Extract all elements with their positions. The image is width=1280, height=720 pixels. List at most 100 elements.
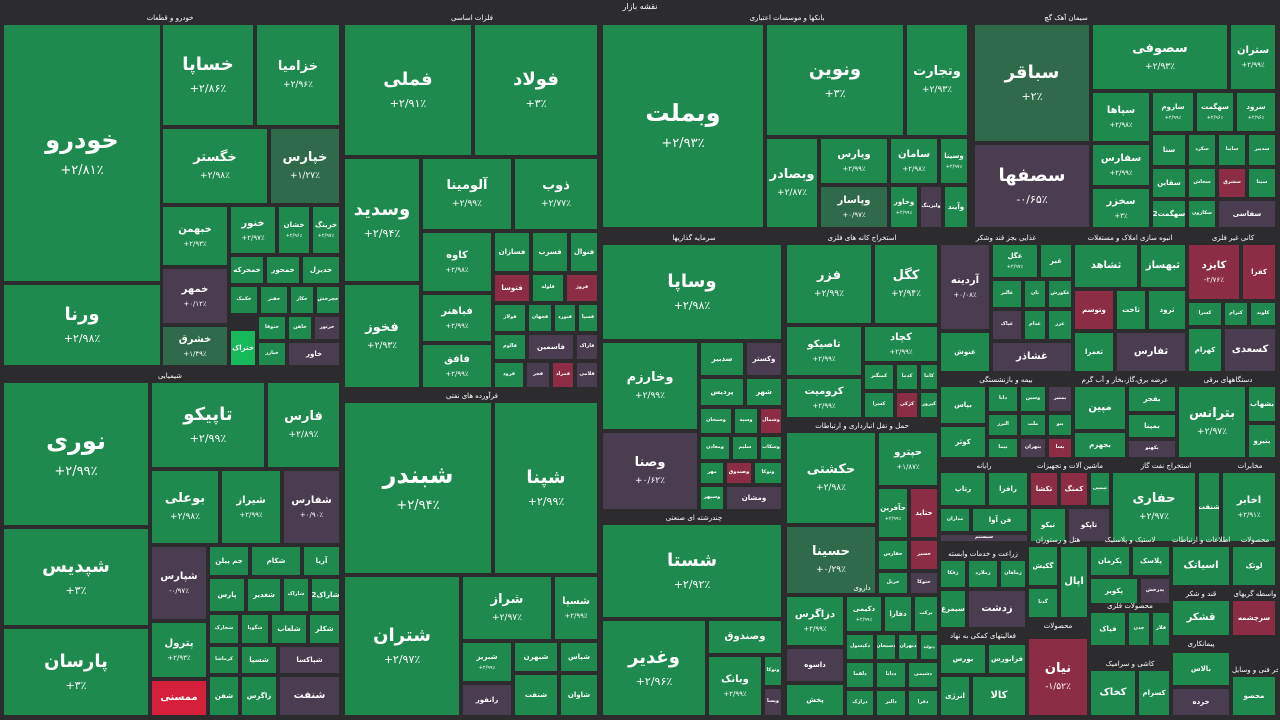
stock-tile[interactable]: تپمپی: [1090, 472, 1110, 506]
stock-tile[interactable]: سقاین: [1152, 168, 1186, 198]
stock-tile[interactable]: حتاید: [910, 488, 938, 538]
stock-tile[interactable]: پلاسک: [1132, 546, 1170, 576]
stock-tile[interactable]: فاراک: [576, 334, 598, 360]
stock-tile[interactable]: ثعمرا: [1074, 332, 1114, 372]
stock-tile[interactable]: حکشتی +۲/۹۸٪: [786, 432, 876, 524]
stock-tile[interactable]: کچاد +۲/۹۹٪: [864, 326, 938, 362]
stock-tile[interactable]: دکیمی +۲/۹۹٪: [846, 596, 882, 632]
stock-tile[interactable]: ثبهساز: [1140, 244, 1186, 288]
stock-tile[interactable]: حتوکا: [910, 572, 938, 594]
stock-tile[interactable]: غالبر: [992, 280, 1022, 308]
stock-tile[interactable]: خرینگ +۲/۹۷٪: [312, 206, 340, 254]
stock-tile[interactable]: کسرا: [1188, 302, 1222, 326]
stock-tile[interactable]: سیتا: [1248, 168, 1276, 198]
stock-tile[interactable]: انرژی: [940, 676, 970, 716]
stock-tile[interactable]: آلومینا +۲/۹۹٪: [422, 158, 512, 230]
stock-tile[interactable]: بجهرم: [1074, 432, 1126, 458]
stock-tile[interactable]: کوثر: [940, 426, 986, 458]
stock-tile[interactable]: دزاگرس +۲/۹۹٪: [786, 596, 844, 646]
stock-tile[interactable]: ذوب +۲/۷۷٪: [514, 158, 598, 230]
stock-tile[interactable]: کرماشا: [209, 646, 239, 674]
stock-tile[interactable]: بپاس: [940, 386, 986, 424]
stock-tile[interactable]: فلوله: [532, 274, 564, 302]
stock-tile[interactable]: بفجر: [1128, 386, 1176, 412]
stock-tile[interactable]: شراز +۲/۹۷٪: [462, 576, 552, 640]
stock-tile[interactable]: بتهران: [1020, 438, 1046, 458]
stock-tile[interactable]: کاما: [920, 364, 938, 390]
stock-tile[interactable]: ثشاهد: [1074, 244, 1138, 288]
stock-tile[interactable]: کمنگنز: [864, 364, 894, 390]
stock-tile[interactable]: وبانک +۲/۹۹٪: [708, 656, 762, 716]
stock-tile[interactable]: شاراک2: [311, 578, 340, 612]
stock-tile[interactable]: رانفور: [462, 684, 512, 716]
stock-tile[interactable]: وسین: [1020, 386, 1046, 412]
stock-tile[interactable]: سلیم: [732, 436, 758, 460]
stock-tile[interactable]: شلعاب: [271, 614, 307, 644]
stock-tile[interactable]: کایزد -۲/۷۶٪: [1188, 244, 1240, 300]
stock-tile[interactable]: ساینا: [1218, 134, 1246, 166]
stock-tile[interactable]: تیکو: [1030, 508, 1066, 542]
stock-tile[interactable]: خکار: [290, 286, 314, 314]
stock-tile[interactable]: دلقما: [846, 662, 874, 688]
stock-tile[interactable]: سصوفی +۲/۹۳٪: [1092, 24, 1228, 90]
stock-tile[interactable]: پردیس: [700, 378, 744, 406]
stock-tile[interactable]: کفرا: [1242, 244, 1276, 300]
stock-tile[interactable]: غپاک: [992, 310, 1022, 340]
stock-tile[interactable]: البرز: [988, 414, 1018, 436]
stock-tile[interactable]: وسبحان: [700, 408, 732, 434]
stock-tile[interactable]: خچرخش: [316, 286, 340, 314]
stock-tile[interactable]: ثرود: [1148, 290, 1186, 330]
stock-tile[interactable]: مهر: [700, 462, 724, 484]
stock-tile[interactable]: سدبیر: [700, 342, 744, 376]
stock-tile[interactable]: بترانس +۲/۹۷٪: [1178, 386, 1246, 458]
stock-tile[interactable]: بشهاب: [1248, 386, 1276, 422]
stock-tile[interactable]: وسکاب: [760, 436, 782, 460]
stock-tile[interactable]: حسینا +۰/۲۹٪: [786, 526, 876, 594]
stock-tile[interactable]: ورنا +۲/۹۸٪: [3, 284, 161, 366]
stock-tile[interactable]: جم پیلن: [209, 546, 249, 576]
stock-tile[interactable]: تاپیکو +۲/۹۹٪: [151, 382, 265, 468]
stock-tile[interactable]: شنفت: [1198, 472, 1220, 542]
stock-tile[interactable]: مپین: [1074, 386, 1126, 430]
stock-tile[interactable]: شهر: [746, 378, 782, 406]
stock-tile[interactable]: اسیاتک: [1172, 546, 1230, 586]
stock-tile[interactable]: سنا: [1152, 134, 1186, 166]
stock-tile[interactable]: سرچشمه: [1232, 600, 1276, 636]
stock-tile[interactable]: پکویر: [1090, 578, 1138, 604]
stock-tile[interactable]: فخوز +۲/۹۳٪: [344, 284, 420, 388]
stock-tile[interactable]: تاپکو: [1068, 508, 1110, 542]
stock-tile[interactable]: پکرمان: [1090, 546, 1130, 576]
stock-tile[interactable]: بنو: [1048, 414, 1072, 436]
stock-tile[interactable]: خمحرکه: [230, 256, 264, 284]
stock-tile[interactable]: شبندر +۲/۹۴٪: [344, 402, 492, 574]
stock-tile[interactable]: تان: [1024, 280, 1046, 308]
stock-tile[interactable]: کخاک: [1090, 670, 1136, 716]
stock-tile[interactable]: فپاک: [1090, 612, 1126, 646]
stock-tile[interactable]: کمنگ: [1060, 472, 1088, 506]
stock-tile[interactable]: دکپسول: [846, 634, 874, 660]
stock-tile[interactable]: کدما: [896, 364, 918, 390]
stock-tile[interactable]: سکرد: [1188, 134, 1216, 166]
stock-tile[interactable]: بوعلی +۲/۹۸٪: [151, 470, 219, 544]
stock-tile[interactable]: وسپهر: [700, 486, 724, 510]
stock-tile[interactable]: رافزا: [988, 472, 1028, 506]
stock-tile[interactable]: بیما: [988, 438, 1018, 458]
stock-tile[interactable]: سخزر +۳٪: [1092, 188, 1150, 228]
stock-tile[interactable]: حفارس: [878, 540, 908, 570]
stock-tile[interactable]: فن آوا: [972, 508, 1028, 532]
stock-tile[interactable]: محصو: [1232, 676, 1276, 716]
stock-tile[interactable]: شپنا +۲/۹۹٪: [494, 402, 598, 574]
stock-tile[interactable]: کاوه +۲/۹۸٪: [422, 232, 492, 292]
stock-tile[interactable]: کالا: [972, 676, 1026, 716]
stock-tile[interactable]: غدام: [1024, 310, 1046, 340]
stock-tile[interactable]: زدشت: [968, 590, 1026, 628]
stock-tile[interactable]: سیمرغ: [940, 590, 966, 628]
stock-tile[interactable]: فافق +۲/۹۹٪: [422, 344, 492, 388]
stock-tile[interactable]: فجر: [526, 362, 550, 388]
stock-tile[interactable]: کرومیت +۲/۹۹٪: [786, 378, 862, 418]
stock-tile[interactable]: حپترو +۱/۸۷٪: [878, 432, 938, 486]
stock-tile[interactable]: خشرق +۱/۴۹٪: [162, 326, 228, 366]
stock-tile[interactable]: خمحور: [266, 256, 300, 284]
stock-tile[interactable]: شیراز +۲/۹۹٪: [221, 470, 281, 544]
stock-tile[interactable]: خکمک: [230, 286, 258, 314]
